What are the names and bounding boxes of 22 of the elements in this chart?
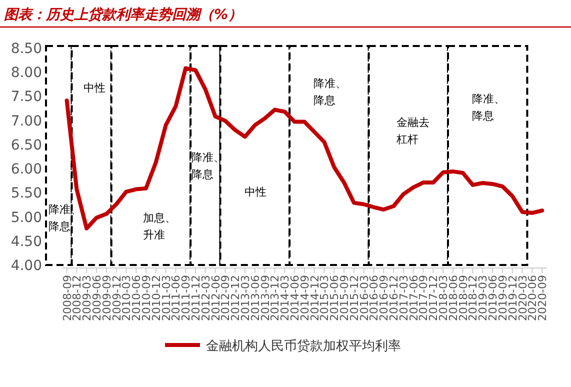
band-label: 加息、升准	[143, 212, 176, 242]
y-tick-label: 4.50	[10, 234, 42, 250]
y-tick-label: 7.50	[10, 89, 42, 106]
x-tick-label: 2008-09	[60, 275, 74, 321]
y-tick-label: 6.00	[10, 162, 42, 178]
band-label: 降准、降息	[472, 92, 505, 122]
band-label: 中性	[244, 186, 267, 199]
band-label: 降准、降息	[48, 202, 82, 233]
x-tick-label: 2020-09	[536, 275, 550, 321]
band-label: 金融去杠杆	[396, 116, 430, 146]
y-tick-label: 8.00	[10, 65, 42, 82]
y-tick-label: 5.00	[10, 210, 42, 226]
y-tick-label: 8.50	[10, 41, 42, 57]
band-label: 中性	[84, 81, 106, 94]
chart-title: 图表：历史上贷款利率走势回溯（%）	[4, 6, 242, 23]
band-label: 降准、降息	[191, 150, 224, 181]
legend-label: 金融机构人民币贷款加权平均利率	[206, 338, 401, 354]
y-tick-label: 4.00	[10, 258, 42, 274]
y-tick-label: 5.50	[10, 186, 42, 202]
y-tick-label: 7.00	[10, 113, 42, 130]
y-tick-label: 6.50	[10, 137, 42, 154]
band-label: 降准、降息	[313, 77, 346, 108]
